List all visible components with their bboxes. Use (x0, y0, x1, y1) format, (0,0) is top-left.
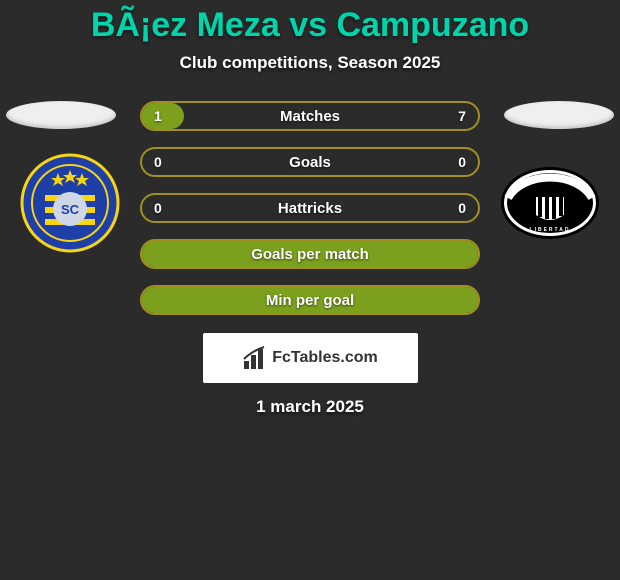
svg-text:SC: SC (61, 202, 80, 217)
stat-left-value: 0 (154, 154, 162, 170)
attribution-box: FcTables.com (203, 333, 418, 383)
stat-left-value: 1 (154, 108, 162, 124)
svg-text:CLUB: CLUB (540, 187, 561, 193)
club-crest-right-icon: CLUB LIBERTAD (500, 153, 600, 253)
bar-chart-icon (242, 345, 268, 371)
stat-pill-fill (142, 103, 184, 129)
stat-right-value: 0 (458, 154, 466, 170)
stat-pill: 1 7 Matches (140, 101, 480, 131)
stat-pill: 0 0 Hattricks (140, 193, 480, 223)
stat-pill: Min per goal (140, 285, 480, 315)
date-text: 1 march 2025 (0, 397, 620, 417)
svg-text:LIBERTAD: LIBERTAD (530, 227, 571, 233)
stat-label: Goals per match (251, 246, 369, 263)
stat-pill: 0 0 Goals (140, 147, 480, 177)
stat-pill-stack: 1 7 Matches 0 0 Goals 0 0 Hattricks Goals per mat… (140, 101, 480, 315)
attribution-text: FcTables.com (272, 349, 378, 367)
infographic-container: BÃ¡ez Meza vs Campuzano Club competition… (0, 0, 620, 417)
club-badge-left: SC (20, 153, 120, 253)
stat-pill: Goals per match (140, 239, 480, 269)
player-silhouette-left (6, 101, 116, 129)
stat-label: Goals (289, 154, 331, 171)
player-silhouette-right (504, 101, 614, 129)
stat-label: Min per goal (266, 292, 354, 309)
stat-right-value: 0 (458, 200, 466, 216)
club-crest-left-icon: SC (20, 153, 120, 253)
page-subtitle: Club competitions, Season 2025 (0, 53, 620, 73)
stat-label: Matches (280, 108, 340, 125)
stat-right-value: 7 (458, 108, 466, 124)
page-title: BÃ¡ez Meza vs Campuzano (0, 6, 620, 45)
stat-label: Hattricks (278, 200, 342, 217)
comparison-area: SC CLUB LIBERTAD 17Matches00Goa (0, 101, 620, 315)
club-badge-right: CLUB LIBERTAD (500, 153, 600, 253)
stat-left-value: 0 (154, 200, 162, 216)
